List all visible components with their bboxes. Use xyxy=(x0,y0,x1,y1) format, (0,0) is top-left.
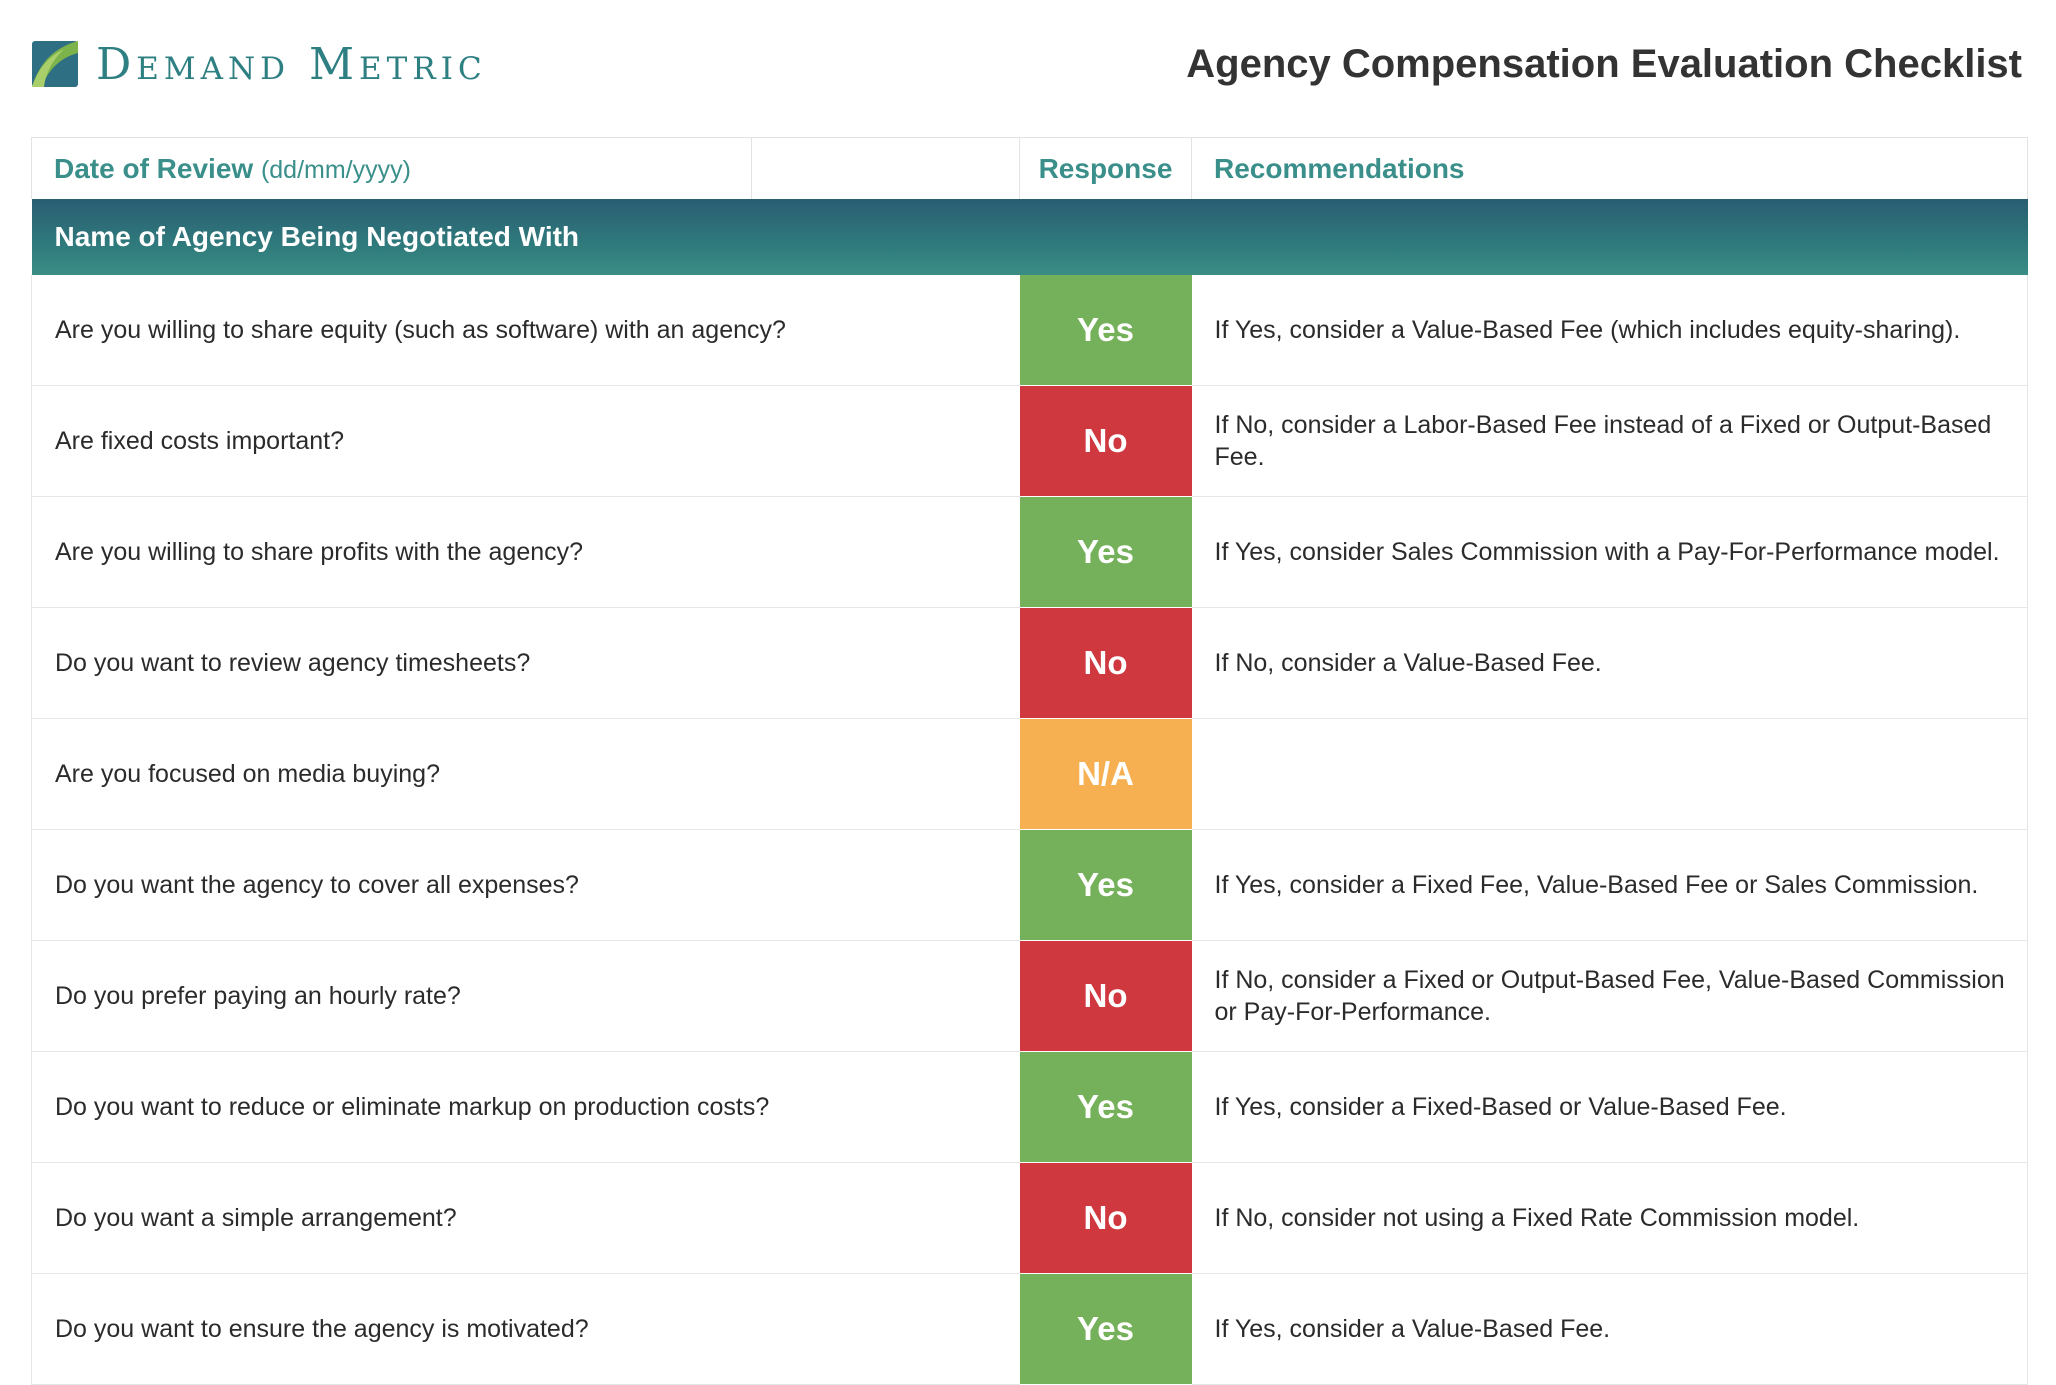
agency-name-section-title[interactable]: Name of Agency Being Negotiated With xyxy=(31,199,2028,275)
response-dropdown-cell[interactable]: No xyxy=(1019,385,1192,497)
recommendation-cell: If Yes, consider a Fixed Fee, Value-Base… xyxy=(1191,829,2028,941)
response-column-header: Response xyxy=(1019,137,1192,199)
checklist-row: Do you prefer paying an hourly rate? No If… xyxy=(31,940,2028,1052)
response-dropdown-cell[interactable]: Yes xyxy=(1019,1051,1192,1163)
question-cell: Are you willing to share profits with th… xyxy=(31,496,1020,608)
response-dropdown-cell[interactable]: N/A xyxy=(1019,718,1192,830)
checklist-row: Do you want to reduce or eliminate marku… xyxy=(31,1051,2028,1163)
checklist-row: Are you focused on media buying? N/A xyxy=(31,718,2028,830)
recommendation-cell: If Yes, consider a Value-Based Fee (whic… xyxy=(1191,275,2028,386)
recommendation-cell: If No, consider a Labor-Based Fee instea… xyxy=(1191,385,2028,497)
recommendation-cell: If Yes, consider Sales Commission with a… xyxy=(1191,496,2028,608)
checklist-row: Are you willing to share equity (such as… xyxy=(31,275,2028,386)
recommendations-column-header: Recommendations xyxy=(1191,137,2028,199)
question-cell: Do you want to ensure the agency is moti… xyxy=(31,1273,1020,1385)
question-cell: Do you want a simple arrangement? xyxy=(31,1162,1020,1274)
checklist-row: Do you want the agency to cover all expe… xyxy=(31,829,2028,941)
date-of-review-cell: Date of Review (dd/mm/yyyy) xyxy=(31,137,1020,199)
date-of-review-label: Date of Review (dd/mm/yyyy) xyxy=(32,138,752,199)
question-cell: Are you willing to share equity (such as… xyxy=(31,275,1020,386)
checklist-row: Do you want to ensure the agency is moti… xyxy=(31,1273,2028,1385)
question-cell: Do you want the agency to cover all expe… xyxy=(31,829,1020,941)
response-dropdown-cell[interactable]: Yes xyxy=(1019,829,1192,941)
question-cell: Do you want to reduce or eliminate marku… xyxy=(31,1051,1020,1163)
recommendation-cell: If Yes, consider a Fixed-Based or Value-… xyxy=(1191,1051,2028,1163)
checklist-row: Do you want a simple arrangement? No If No… xyxy=(31,1162,2028,1274)
recommendation-cell: If No, consider not using a Fixed Rate C… xyxy=(1191,1162,2028,1274)
response-dropdown-cell[interactable]: No xyxy=(1019,607,1192,719)
recommendation-cell: If No, consider a Value-Based Fee. xyxy=(1191,607,2028,719)
agency-name-section-row: Name of Agency Being Negotiated With xyxy=(31,199,2028,275)
checklist-row: Do you want to review agency timesheets?… xyxy=(31,607,2028,719)
page-title: Agency Compensation Evaluation Checklist xyxy=(1186,42,2022,86)
question-cell: Do you want to review agency timesheets? xyxy=(31,607,1020,719)
question-cell: Do you prefer paying an hourly rate? xyxy=(31,940,1020,1052)
response-dropdown-cell[interactable]: No xyxy=(1019,940,1192,1052)
question-cell: Are fixed costs important? xyxy=(31,385,1020,497)
table-header-row: Date of Review (dd/mm/yyyy) Response Rec… xyxy=(31,137,2028,199)
brand-name: Demand Metric xyxy=(96,38,487,90)
question-cell: Are you focused on media buying? xyxy=(31,718,1020,830)
response-dropdown-cell[interactable]: Yes xyxy=(1019,496,1192,608)
recommendation-cell xyxy=(1191,718,2028,830)
checklist-table: Date of Review (dd/mm/yyyy) Response Rec… xyxy=(31,137,2028,1385)
response-dropdown-cell[interactable]: No xyxy=(1019,1162,1192,1274)
date-format-hint: (dd/mm/yyyy) xyxy=(260,156,411,184)
checklist-row: Are you willing to share profits with th… xyxy=(31,496,2028,608)
response-dropdown-cell[interactable]: Yes xyxy=(1019,275,1192,386)
response-dropdown-cell[interactable]: Yes xyxy=(1019,1273,1192,1385)
date-label-text: Date of Review xyxy=(54,153,254,184)
recommendation-cell: If Yes, consider a Value-Based Fee. xyxy=(1191,1273,2028,1385)
brand-logo: Demand Metric xyxy=(30,38,487,90)
checklist-row: Are fixed costs important? No If No, cons… xyxy=(31,385,2028,497)
recommendation-cell: If No, consider a Fixed or Output-Based … xyxy=(1191,940,2028,1052)
demand-metric-leaf-logo-icon xyxy=(32,41,78,87)
